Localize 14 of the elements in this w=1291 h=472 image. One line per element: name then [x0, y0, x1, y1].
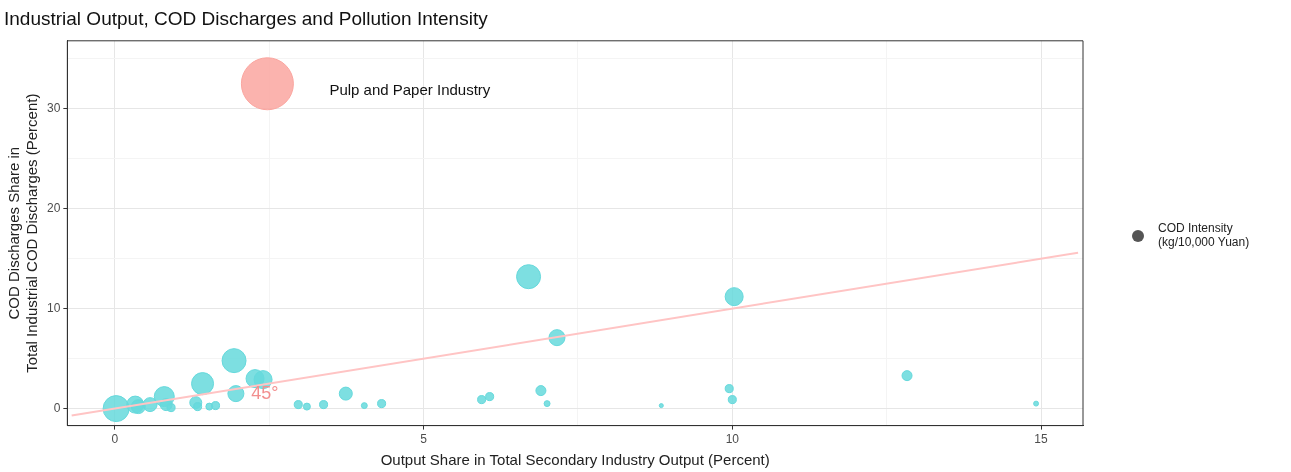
- y-tick-label: 0: [53, 400, 61, 415]
- y-tick-label: 30: [46, 101, 61, 116]
- legend-title: COD Intensity (kg/10,000 Yuan): [1158, 221, 1250, 250]
- x-tick-label: 0: [111, 432, 119, 447]
- x-tick-label: 5: [420, 432, 428, 447]
- chart-title: Industrial Output, COD Discharges and Pollution Intensity: [4, 7, 489, 29]
- y-tick-label: 20: [46, 201, 61, 216]
- x-tick-label: 10: [725, 432, 740, 447]
- x-tick-label: 15: [1034, 432, 1049, 447]
- annotation: 45°: [251, 382, 279, 403]
- x-axis-title: Output Share in Total Secondary Industry Output (Percent): [380, 451, 770, 469]
- y-axis-title: COD Discharges Share in Total Industrial COD Discharges (Percent): [5, 93, 41, 373]
- y-tick-label: 10: [46, 300, 61, 315]
- annotation: Pulp and Paper Industry: [329, 80, 491, 98]
